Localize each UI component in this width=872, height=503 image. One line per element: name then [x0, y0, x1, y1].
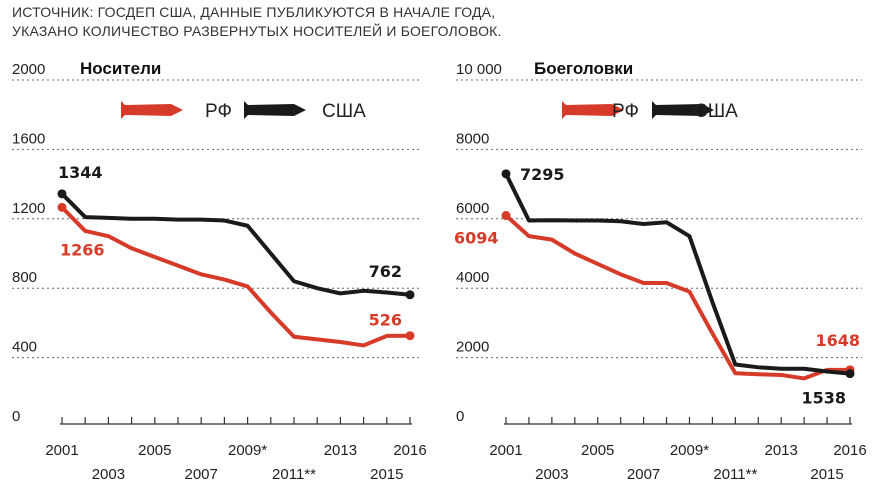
x-tick-label: 2007: [185, 466, 218, 483]
series-start-point-rf: [501, 211, 511, 221]
x-tick-label: 2013: [324, 442, 357, 459]
x-tick-label: 2009*: [670, 442, 709, 459]
series-line-usa: [60, 191, 412, 297]
data-label-start-usa: 7295: [520, 165, 565, 184]
x-tick-label: 2013: [765, 442, 798, 459]
x-tick-label: 2015: [810, 466, 843, 483]
y-tick-label: 1200: [12, 200, 45, 217]
x-tick-label: 2016: [393, 442, 426, 459]
series-end-point-usa: [845, 369, 855, 379]
x-tick-label: 2005: [581, 442, 614, 459]
legend-marker-rf: [562, 101, 624, 119]
x-tick-label: 2003: [92, 466, 125, 483]
legend-marker-rf: [121, 101, 183, 119]
y-tick-label: 1600: [12, 130, 45, 147]
legend-label-rf: РФ: [205, 101, 232, 122]
y-tick-label: 800: [12, 269, 37, 286]
legend-label-usa: США: [322, 101, 366, 122]
x-tick-label: 2011**: [713, 466, 757, 483]
y-tick-label: 0: [12, 408, 20, 425]
x-tick-label: 2001: [489, 442, 522, 459]
series-start-point-rf: [57, 202, 67, 212]
y-tick-label: 4000: [456, 269, 489, 286]
series-start-point-usa: [501, 169, 511, 179]
x-tick-label: 2016: [833, 442, 866, 459]
x-tick-label: 2001: [45, 442, 78, 459]
x-tick-label: 2005: [138, 442, 171, 459]
y-tick-label: 2000: [456, 339, 489, 356]
y-tick-label: 10 000: [456, 61, 502, 78]
data-label-start-rf: 6094: [454, 229, 499, 248]
x-tick-label: 2015: [370, 466, 403, 483]
source-note: ИСТОЧНИК: ГОСДЕП США, ДАННЫЕ ПУБЛИКУЮТСЯ…: [12, 3, 612, 41]
chart-title: Боеголовки: [534, 59, 633, 78]
data-label-end-rf: 1648: [815, 331, 860, 350]
chart-carriers: 0 400 800 1200 1600 2000 Носители 2001 2005 2009*…: [12, 59, 427, 483]
x-tick-label: 2003: [535, 466, 568, 483]
data-label-end-usa: 1538: [801, 389, 846, 408]
legend: РФ США: [121, 101, 366, 122]
series-end-point-usa: [405, 290, 415, 300]
data-label-start-rf: 1266: [60, 240, 105, 259]
legend-marker-usa: [652, 101, 714, 119]
legend-marker-usa: [244, 101, 306, 119]
series-line-rf: [504, 213, 852, 381]
legend: РФ США: [562, 101, 738, 122]
series-start-point-usa: [57, 189, 67, 199]
legend-label-usa: США: [694, 101, 738, 122]
y-tick-label: 8000: [456, 130, 489, 147]
x-tick-label: 2011**: [272, 466, 316, 483]
x-tick-label: 2007: [627, 466, 660, 483]
source-line-2: УКАЗАНО КОЛИЧЕСТВО РАЗВЕРНУТЫХ НОСИТЕЛЕЙ…: [12, 23, 502, 39]
data-label-end-rf: 526: [369, 311, 402, 330]
data-label-end-usa: 762: [369, 262, 402, 281]
source-line-1: ИСТОЧНИК: ГОСДЕП США, ДАННЫЕ ПУБЛИКУЮТСЯ…: [12, 4, 496, 20]
data-label-start-usa: 1344: [58, 163, 103, 182]
x-tick-label: 2009*: [228, 442, 267, 459]
chart-warheads: 0 2000 4000 6000 8000 10 000 Боеголовки 2001 200…: [454, 59, 867, 483]
series-line-rf: [60, 205, 412, 348]
legend-label-rf: РФ: [612, 101, 639, 122]
y-tick-label: 400: [12, 339, 37, 356]
series-end-point-rf: [405, 331, 415, 341]
series-line-usa: [504, 171, 852, 376]
y-tick-label: 2000: [12, 61, 45, 78]
y-tick-label: 0: [456, 408, 464, 425]
y-tick-label: 6000: [456, 200, 489, 217]
chart-title: Носители: [80, 59, 161, 78]
